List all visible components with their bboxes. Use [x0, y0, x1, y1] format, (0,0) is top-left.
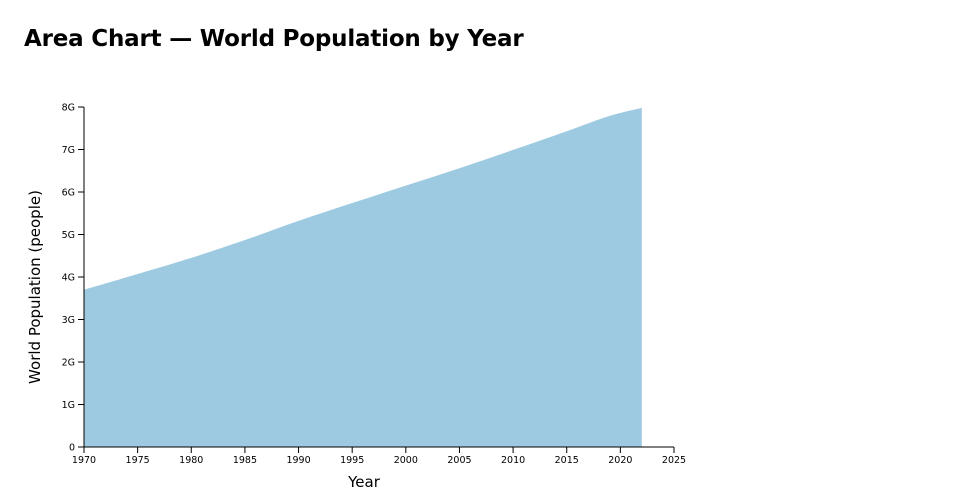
- x-tick-label: 1970: [72, 455, 96, 466]
- chart-title: Area Chart — World Population by Year: [24, 26, 524, 52]
- x-tick-label: 2005: [447, 455, 471, 466]
- x-tick-label: 2025: [662, 455, 686, 466]
- x-tick-label: 1985: [233, 455, 257, 466]
- x-tick-label: 2015: [555, 455, 579, 466]
- area-series-0: [84, 107, 642, 447]
- y-axis-title: World Population (people): [26, 190, 44, 384]
- y-tick-label: 8G: [62, 103, 75, 114]
- y-tick-label: 0: [69, 443, 75, 454]
- y-tick-label: 7G: [62, 145, 75, 156]
- y-tick-label: 3G: [62, 315, 75, 326]
- x-tick-label: 2000: [394, 455, 418, 466]
- x-tick-label: 1975: [126, 455, 150, 466]
- y-axis: 0 1G 2G 3G 4G 5G 6G 7G 8G: [62, 103, 85, 454]
- area-layer: [84, 107, 642, 447]
- y-tick-label: 2G: [62, 358, 75, 369]
- x-tick-label: 1995: [340, 455, 364, 466]
- x-tick-label: 2020: [608, 455, 632, 466]
- y-tick-label: 4G: [62, 273, 75, 284]
- y-tick-label: 5G: [62, 230, 75, 241]
- x-tick-label: 1990: [286, 455, 310, 466]
- y-tick-label: 1G: [62, 400, 75, 411]
- x-axis: 1970 1975 1980 1985 1990 1995 2000 2005 2010 2015…: [72, 446, 686, 466]
- x-tick-label: 2010: [501, 455, 525, 466]
- x-tick-label: 1980: [179, 455, 203, 466]
- x-axis-title: Year: [347, 473, 381, 491]
- y-tick-label: 6G: [62, 188, 75, 199]
